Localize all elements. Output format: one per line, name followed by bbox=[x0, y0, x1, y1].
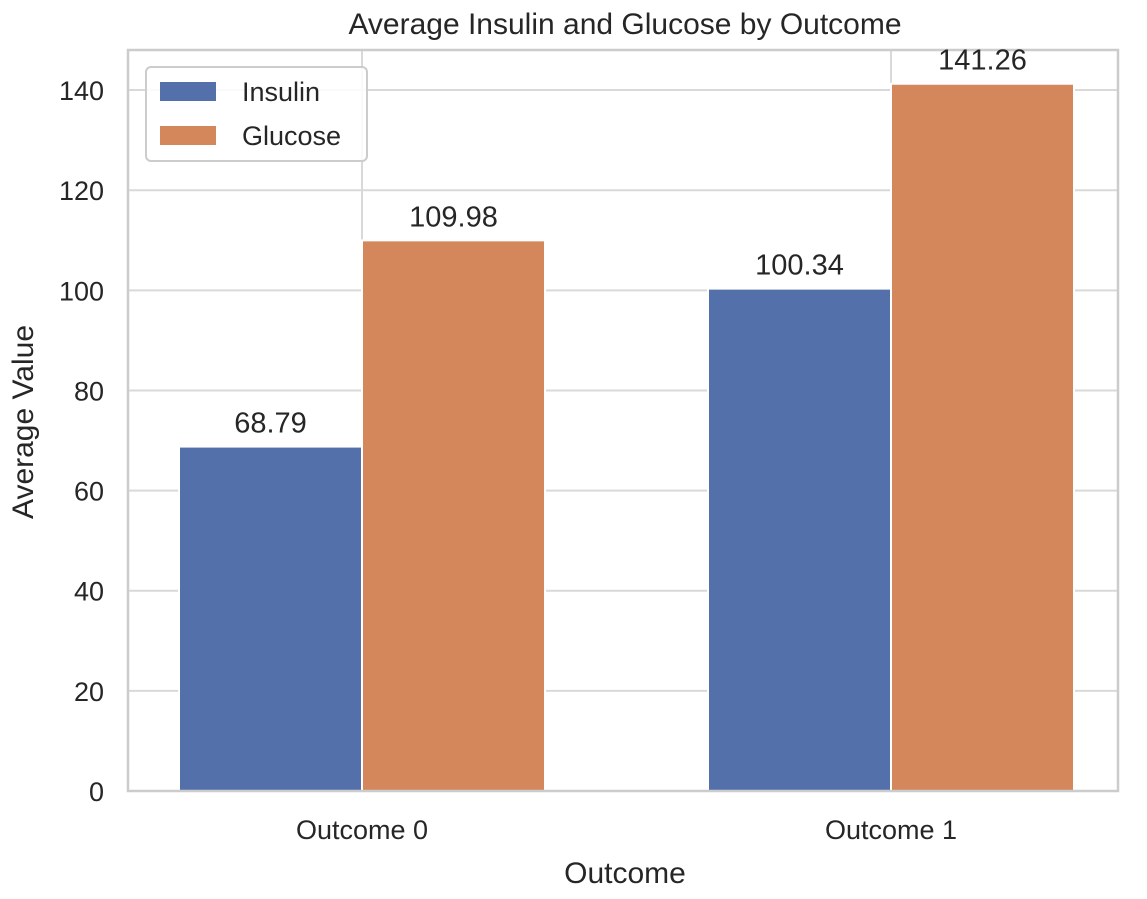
legend-swatch-insulin bbox=[160, 82, 216, 101]
y-tick-label: 140 bbox=[59, 76, 104, 106]
y-tick-label: 60 bbox=[74, 477, 104, 507]
y-tick-label: 0 bbox=[89, 777, 104, 807]
legend-label-insulin: Insulin bbox=[242, 77, 320, 107]
y-axis-label: Average Value bbox=[7, 325, 40, 519]
bar-insulin-0 bbox=[178, 445, 363, 792]
data-label: 100.34 bbox=[755, 250, 844, 282]
chart-title: Average Insulin and Glucose by Outcome bbox=[348, 8, 901, 41]
data-label: 68.79 bbox=[234, 408, 307, 440]
y-tick-label: 80 bbox=[74, 376, 104, 406]
y-tick-label: 100 bbox=[59, 276, 104, 306]
plot-frame bbox=[126, 48, 1120, 793]
legend-label-glucose: Glucose bbox=[242, 121, 341, 151]
bar-insulin-1 bbox=[707, 287, 892, 792]
legend: Insulin Glucose bbox=[145, 66, 368, 162]
x-axis-label: Outcome bbox=[564, 857, 686, 890]
bar-glucose-1 bbox=[890, 82, 1075, 792]
y-tick-label: 40 bbox=[74, 577, 104, 607]
data-label: 109.98 bbox=[409, 201, 498, 233]
x-tick-label: Outcome 0 bbox=[296, 815, 428, 845]
legend-swatch-glucose bbox=[160, 126, 216, 145]
axis-ticks: 0 20 40 60 80 100 120 140 Outcome 0 Outcome 1 bbox=[59, 76, 957, 845]
y-tick-label: 120 bbox=[59, 176, 104, 206]
bars bbox=[178, 82, 1075, 793]
data-labels: 68.79 100.34 109.98 141.26 bbox=[234, 45, 1027, 440]
x-tick-label: Outcome 1 bbox=[825, 815, 957, 845]
bar-glucose-0 bbox=[361, 239, 546, 793]
data-label: 141.26 bbox=[938, 45, 1027, 77]
y-tick-label: 20 bbox=[74, 677, 104, 707]
